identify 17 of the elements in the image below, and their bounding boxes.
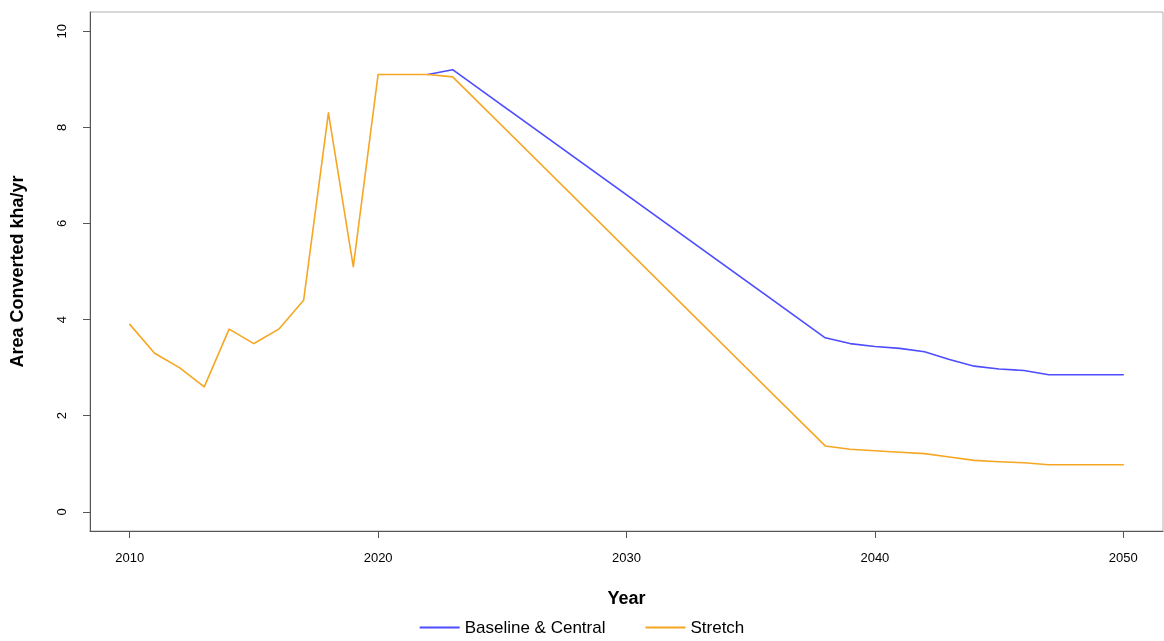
y-tick-label: 6 (54, 219, 69, 228)
y-tick-label: 8 (54, 123, 69, 131)
y-tick-label: 10 (54, 23, 69, 39)
y-tick-label: 0 (54, 508, 69, 516)
y-tick-label: 2 (54, 412, 69, 420)
y-tick-label: 4 (54, 315, 69, 324)
x-tick-label: 2040 (860, 550, 890, 565)
x-tick-label: 2020 (363, 550, 393, 565)
line-series (427, 68, 1125, 376)
x-axis-title: Year (607, 588, 646, 608)
x-tick-label: 2030 (612, 550, 641, 565)
legend-label: Stretch (690, 618, 745, 637)
line-series (128, 73, 1125, 466)
legend-label: Baseline & Central (464, 618, 606, 637)
x-tick-label: 2010 (115, 550, 145, 565)
y-axis-title: Area Converted kha/yr (7, 175, 27, 368)
x-tick-label: 2050 (1108, 550, 1138, 565)
